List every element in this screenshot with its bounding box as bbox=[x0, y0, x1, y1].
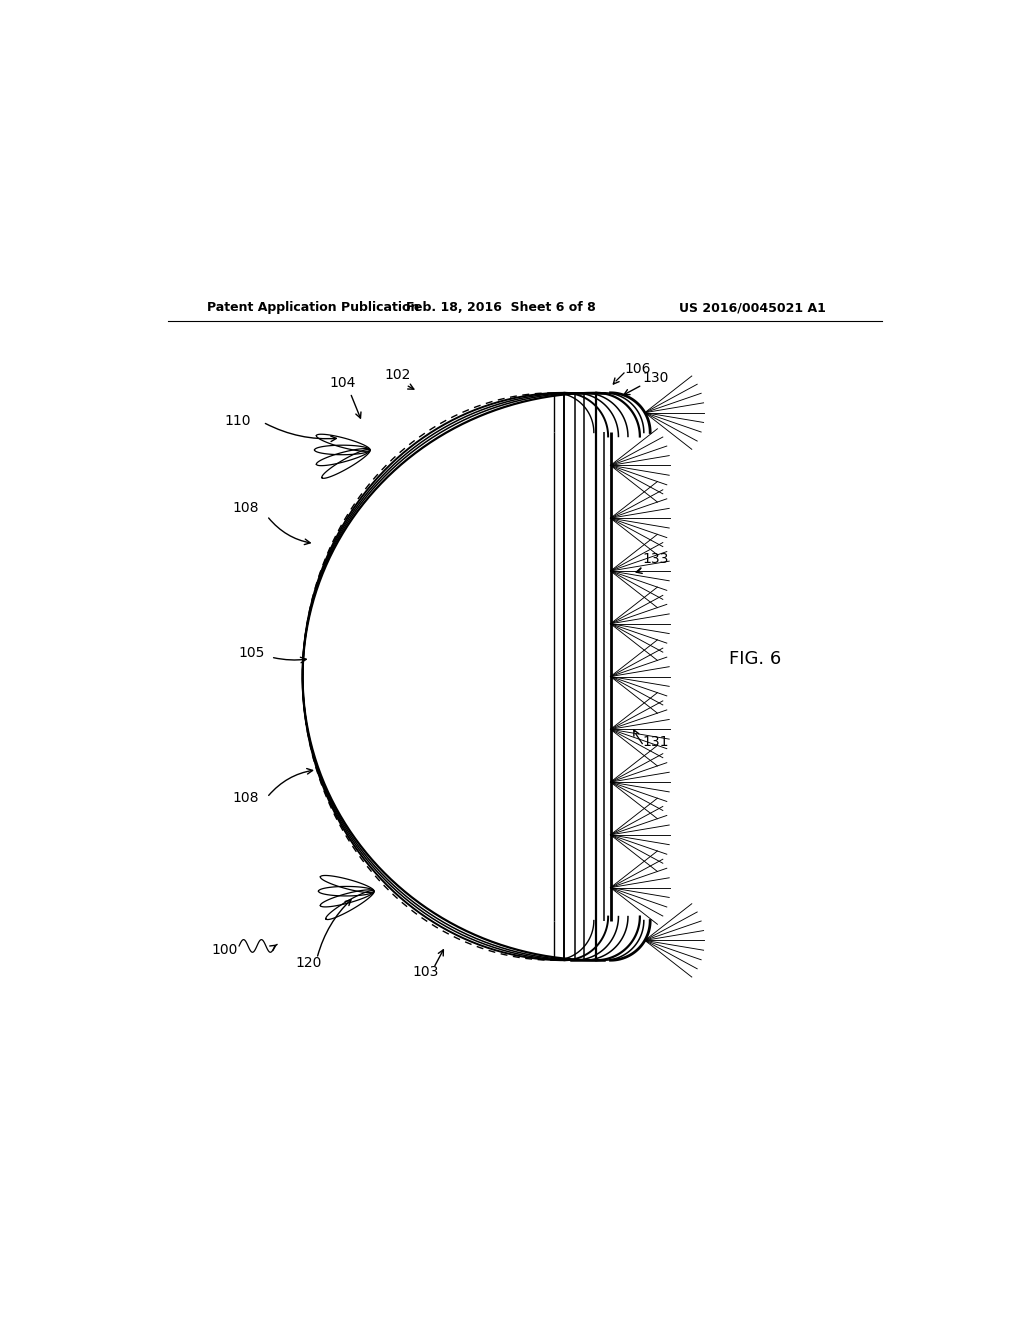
Text: Patent Application Publication: Patent Application Publication bbox=[207, 301, 420, 314]
Text: 110: 110 bbox=[224, 413, 251, 428]
Text: FIG. 6: FIG. 6 bbox=[729, 649, 781, 668]
Text: 100: 100 bbox=[211, 942, 238, 957]
Text: 133: 133 bbox=[642, 553, 669, 566]
Text: Feb. 18, 2016  Sheet 6 of 8: Feb. 18, 2016 Sheet 6 of 8 bbox=[407, 301, 596, 314]
Text: 103: 103 bbox=[413, 965, 439, 979]
Text: 120: 120 bbox=[296, 956, 323, 970]
Text: 108: 108 bbox=[232, 500, 259, 515]
Text: 108: 108 bbox=[232, 791, 259, 804]
Text: 106: 106 bbox=[624, 362, 650, 376]
Text: 104: 104 bbox=[329, 376, 355, 391]
Text: 130: 130 bbox=[642, 371, 669, 385]
Text: US 2016/0045021 A1: US 2016/0045021 A1 bbox=[680, 301, 826, 314]
Text: 105: 105 bbox=[239, 645, 264, 660]
Text: 102: 102 bbox=[385, 368, 411, 383]
Text: 131: 131 bbox=[642, 735, 669, 748]
